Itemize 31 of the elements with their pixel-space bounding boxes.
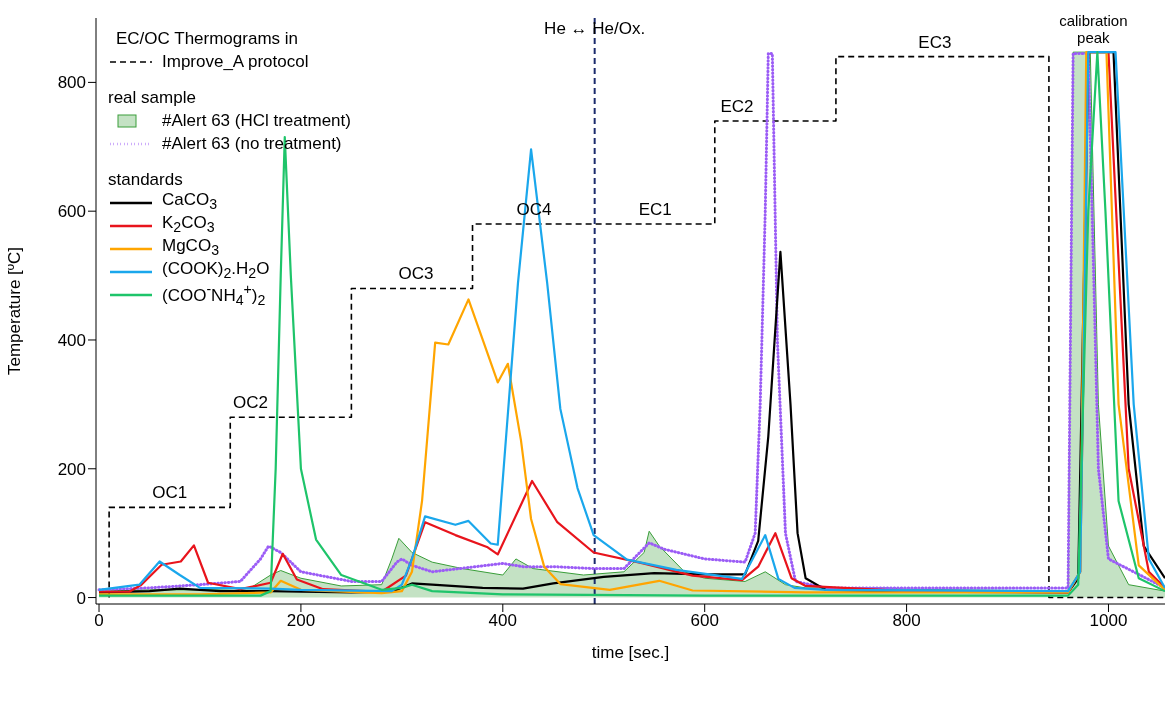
legend-label: MgCO$_{3}$ [162,236,219,259]
y-axis-title: Temperature [ºC] [5,246,25,376]
legend-label: Improve_A protocol [162,50,309,73]
legend-label: #Alert 63 (HCl treatment) [162,109,351,132]
annotation: EC3 [918,32,952,52]
annotation: EC2 [720,97,754,117]
annotation: calibration peak [1059,12,1128,47]
legend-label: (COO$^{-}$NH$_{4}$$^{+}$)$_{2}$ [162,280,266,309]
legend-label: CaCO$_{3}$ [162,190,218,213]
annotation: EC1 [638,200,672,220]
x-axis-title: time [sec.] [591,643,670,662]
y-tick-label: 200 [57,459,86,479]
y-tick-label: 0 [76,588,86,608]
x-tick-label: 200 [286,611,316,631]
legend-label: K$_{2}$CO$_{3}$ [162,213,215,236]
annotation: OC1 [152,483,188,503]
legend-label: (COOK)$_{2}$.H$_{2}$O [162,259,270,282]
y-tick-label: 600 [57,202,86,222]
annotation: OC2 [232,393,268,413]
legend-title: EC/OC Thermograms in [115,28,299,50]
x-tick-label: 0 [94,611,104,631]
annotation: real sample [108,87,197,109]
ref-line-label: He ↔ He/Ox. [544,19,646,39]
annotation: standards [108,169,184,191]
x-tick-label: 400 [488,611,517,631]
y-tick-label: 400 [57,331,86,351]
annotation: OC3 [398,264,434,284]
x-tick-label: 1000 [1089,611,1128,631]
x-tick-label: 800 [892,611,921,631]
y-tick-label: 800 [57,73,86,93]
x-tick-label: 600 [690,611,719,631]
